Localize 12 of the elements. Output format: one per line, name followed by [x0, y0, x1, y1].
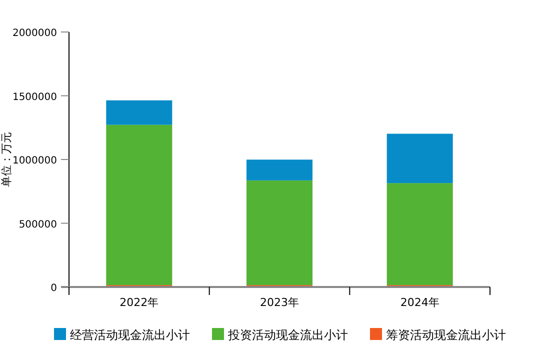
x-tick-label: 2022年 — [120, 296, 159, 309]
y-axis-title: 单位：万元 — [0, 132, 13, 187]
y-tick-label: 500000 — [18, 219, 57, 230]
x-tick-label: 2024年 — [400, 296, 440, 309]
y-tick-label: 0 — [50, 283, 57, 294]
y-tick-label: 1500000 — [12, 92, 57, 103]
y-tick-label: 2000000 — [12, 28, 57, 39]
y-tick-label: 1000000 — [12, 156, 57, 166]
legend-label: 经营活动现金流出小计 — [70, 328, 190, 342]
x-tick-label: 2023年 — [260, 296, 299, 309]
legend-label: 筹资活动现金流出小计 — [386, 328, 506, 342]
legend-label: 投资活动现金流出小计 — [227, 328, 348, 342]
